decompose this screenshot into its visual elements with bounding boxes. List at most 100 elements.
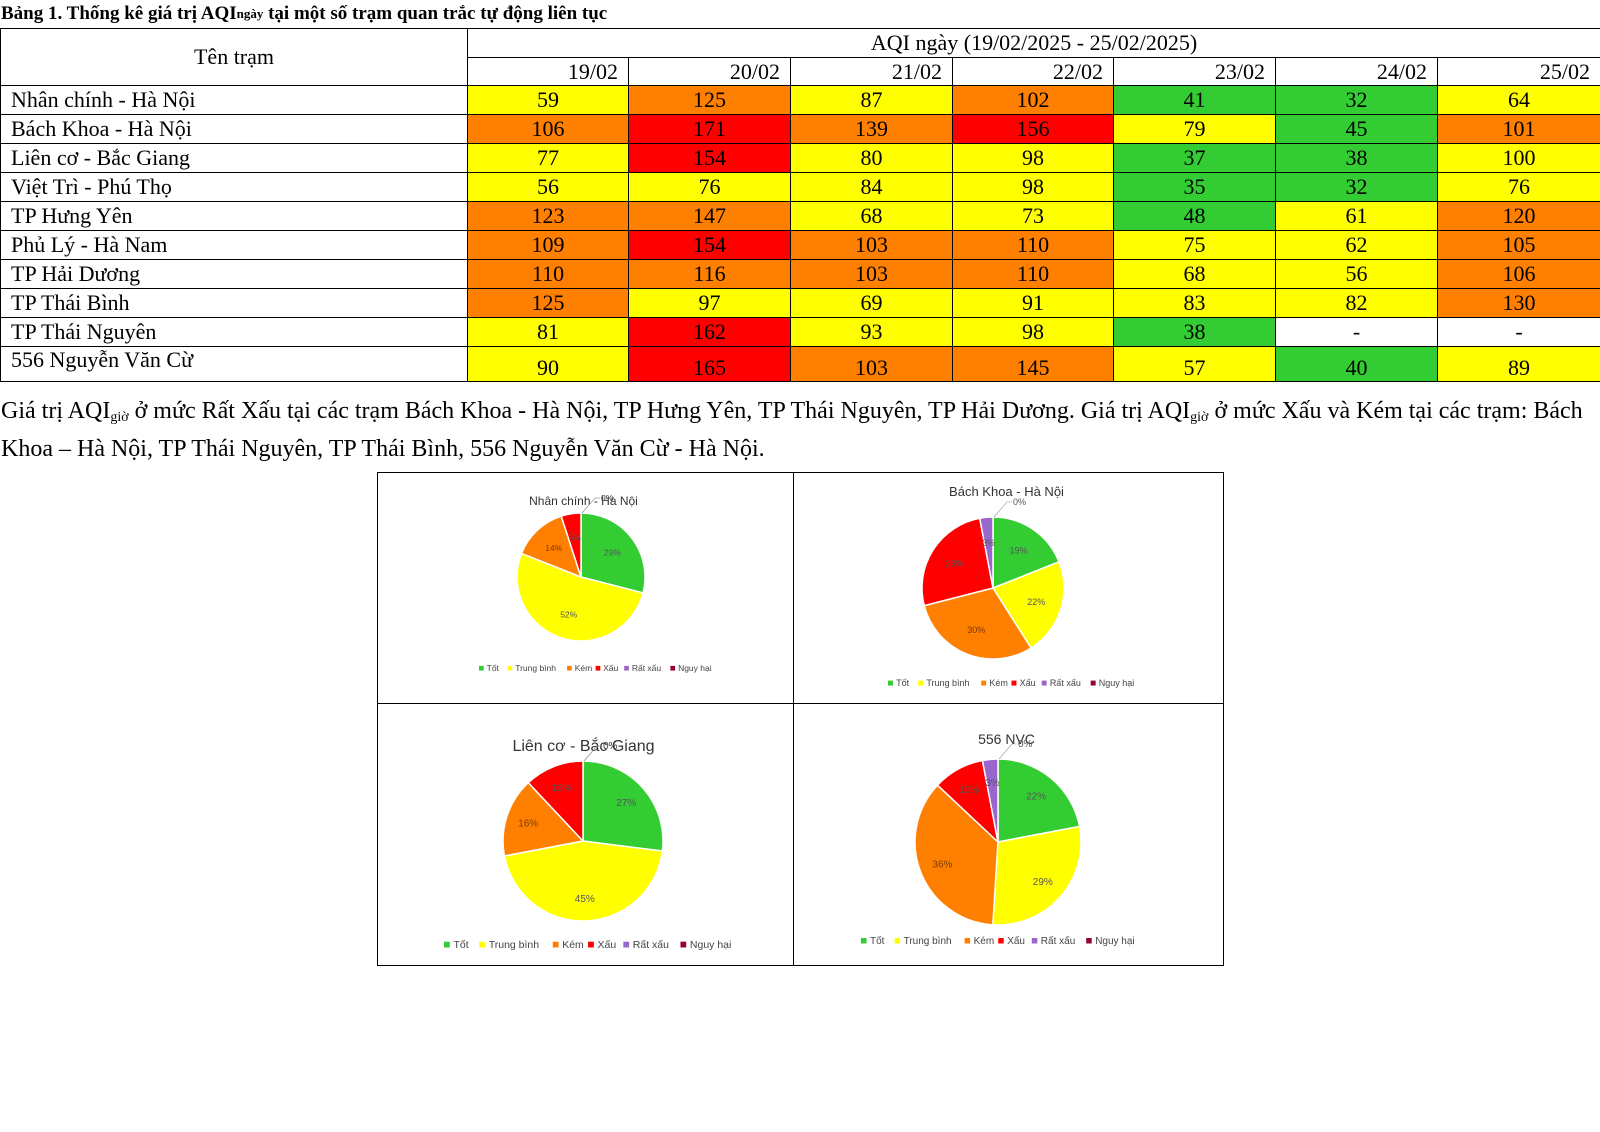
legend-item: Trung bình xyxy=(926,678,969,688)
aqi-value-cell: 147 xyxy=(628,201,791,231)
data-label: 16% xyxy=(518,819,538,830)
aqi-value-cell: 32 xyxy=(1275,85,1438,115)
caption-suffix: tại một số trạm quan trắc tự động liên t… xyxy=(263,3,608,24)
aqi-value-cell: 62 xyxy=(1275,230,1438,260)
data-label: 29% xyxy=(1033,877,1053,888)
pie-slice-xấu xyxy=(527,760,584,843)
pie-slice-tốt xyxy=(992,516,1060,590)
paragraph-text-1: Giá trị AQI xyxy=(1,398,111,424)
aqi-value-cell: 103 xyxy=(790,346,953,382)
pie-slice-rất-xấu xyxy=(978,516,994,589)
aqi-value-cell: 110 xyxy=(952,230,1114,260)
legend-item: Kém xyxy=(562,939,584,951)
data-label: 52% xyxy=(560,610,577,620)
paragraph-subscript-1: giờ xyxy=(110,410,129,425)
data-label: 3% xyxy=(982,538,995,548)
aqi-value-cell: 73 xyxy=(952,201,1114,231)
table-row: TP Hưng Yên 123 147 68 73 48 61 120 xyxy=(0,201,1600,231)
aqi-value-cell: 81 xyxy=(467,317,629,347)
aqi-table: Tên trạm AQI ngày (19/02/2025 - 25/02/20… xyxy=(0,28,1600,382)
legend-item: Trung bình xyxy=(515,663,556,673)
data-label: 5% xyxy=(569,533,582,543)
table-caption: Bảng 1. Thống kê giá trị AQIngày tại một… xyxy=(1,0,607,29)
date-header: 19/02 xyxy=(467,57,629,86)
aqi-value-cell: 105 xyxy=(1436,230,1600,260)
chart-lien-co: Liên cơ - Bắc Giang 27% 45% 16% 12% 0% 0% Tốt Tr… xyxy=(378,704,793,965)
aqi-value-cell: 48 xyxy=(1113,201,1276,231)
aqi-value-cell: 110 xyxy=(952,259,1114,289)
aqi-value-cell: 87 xyxy=(790,85,953,115)
legend-item: Kém xyxy=(974,936,995,947)
data-label: 36% xyxy=(932,859,952,870)
legend-item: Rất xấu xyxy=(1050,678,1081,688)
aqi-value-cell: - xyxy=(1436,317,1600,347)
pie-charts-grid: Nhân chính - Hà Nội 29% 52% 14% 5% 0% 0% Tốt Tru… xyxy=(377,472,1224,966)
station-name: Bách Khoa - Hà Nội xyxy=(0,114,468,144)
aqi-value-cell: 35 xyxy=(1113,172,1276,202)
aqi-value-cell: 32 xyxy=(1275,172,1438,202)
pie-slice-trung-bình xyxy=(516,552,644,642)
legend-swatch xyxy=(595,665,601,671)
pie-slice-tốt xyxy=(580,512,646,594)
station-name: TP Thái Nguyên xyxy=(0,317,468,347)
aqi-value-cell: 98 xyxy=(952,172,1114,202)
data-label: 19% xyxy=(1009,545,1027,555)
data-label: 0% xyxy=(601,493,614,503)
aqi-value-cell: 110 xyxy=(467,259,629,289)
aqi-value-cell: 171 xyxy=(628,114,791,144)
legend-item: Tốt xyxy=(870,935,885,947)
legend-item: Tốt xyxy=(487,663,500,673)
station-name: TP Hưng Yên xyxy=(0,201,468,231)
data-label: 29% xyxy=(604,548,621,558)
legend-item: Xấu xyxy=(1007,935,1025,947)
data-label: 0% xyxy=(601,493,614,503)
leader-line xyxy=(583,745,602,762)
pie-slice-trung-bình xyxy=(503,840,664,922)
table-row: Phủ Lý - Hà Nam 109 154 103 110 75 62 105 xyxy=(0,230,1600,260)
station-name: TP Thái Bình xyxy=(0,288,468,318)
table-row: TP Hải Dương 110 116 103 110 68 56 106 xyxy=(0,259,1600,289)
aqi-value-cell: 130 xyxy=(1436,288,1600,318)
legend-swatch xyxy=(1011,680,1017,686)
aqi-value-cell: 45 xyxy=(1275,114,1438,144)
data-label: 45% xyxy=(575,894,595,905)
legend-swatch xyxy=(588,941,594,948)
pie-slice-tốt xyxy=(582,760,664,852)
station-name: Việt Trì - Phú Thọ xyxy=(0,172,468,202)
aqi-value-cell: 156 xyxy=(952,114,1114,144)
date-header: 23/02 xyxy=(1113,57,1276,86)
legend-swatch xyxy=(507,665,513,671)
legend-swatch xyxy=(479,665,484,671)
legend-swatch xyxy=(567,665,572,671)
station-name: Liên cơ - Bắc Giang xyxy=(0,143,468,173)
legend-swatch xyxy=(624,665,629,671)
legend-item: Nguy hại xyxy=(690,939,731,951)
aqi-value-cell: 98 xyxy=(952,143,1114,173)
legend-item: Tốt xyxy=(453,939,468,951)
aqi-value-cell: 97 xyxy=(628,288,791,318)
data-label: 0% xyxy=(603,741,618,752)
pie-slice-xấu xyxy=(560,512,582,578)
aqi-value-cell: 106 xyxy=(467,114,629,144)
legend-item: Xấu xyxy=(603,663,618,673)
legend-swatch xyxy=(998,938,1004,944)
date-header: 25/02 xyxy=(1436,57,1600,86)
table-row: Việt Trì - Phú Thọ 56 76 84 98 35 32 76 xyxy=(0,172,1600,202)
legend-swatch xyxy=(1086,938,1092,944)
legend-item: Nguy hại xyxy=(1099,678,1135,688)
legend-swatch xyxy=(1090,680,1096,686)
aqi-value-cell: 56 xyxy=(467,172,629,202)
aqi-value-cell: 103 xyxy=(790,259,953,289)
aqi-value-cell: 98 xyxy=(952,317,1114,347)
aqi-value-cell: 145 xyxy=(952,346,1114,382)
legend-swatch xyxy=(680,941,687,948)
chart-title: Bách Khoa - Hà Nội xyxy=(949,484,1064,499)
leader-line xyxy=(998,743,1017,760)
aqi-value-cell: 80 xyxy=(790,143,953,173)
aqi-value-cell: 68 xyxy=(1113,259,1276,289)
date-header: 24/02 xyxy=(1275,57,1438,86)
paragraph-text-3: ở mức Xấu và Kém tại các trạm: Bách Khoa… xyxy=(1,398,1583,462)
aqi-value-cell: 38 xyxy=(1113,317,1276,347)
aqi-value-cell: 56 xyxy=(1275,259,1438,289)
